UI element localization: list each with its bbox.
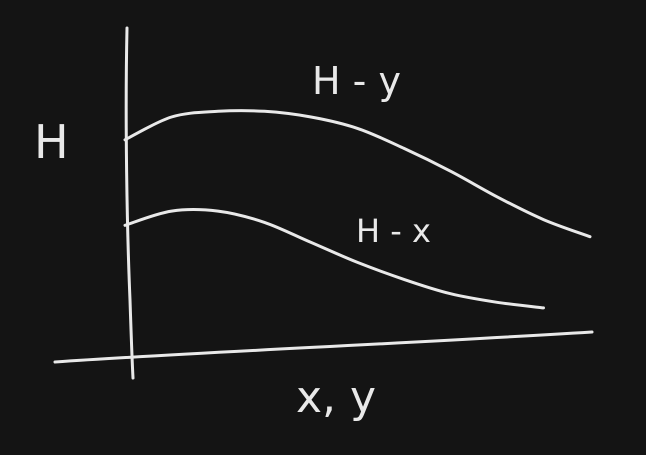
series-layer [123,109,592,310]
series-line-h-x [123,207,545,310]
series-label-h-y: H - y [312,59,401,103]
x-axis-label: x, y [296,372,376,423]
x-axis [53,330,594,364]
y-axis-label: H [34,115,69,169]
series-label-h-x: H - x [356,212,431,250]
y-axis [124,26,135,380]
series-line-h-y [123,109,592,239]
